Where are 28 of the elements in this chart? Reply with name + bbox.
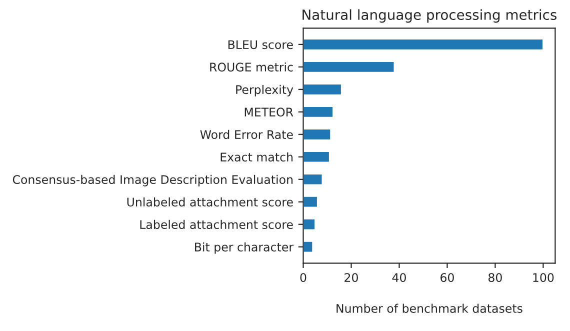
bar	[303, 173, 324, 186]
x-tick-label: 0	[300, 273, 306, 282]
bar	[303, 128, 332, 141]
bar	[303, 218, 316, 231]
y-tick-label: Word Error Rate	[200, 130, 293, 140]
x-tick-label: 100	[533, 273, 554, 282]
bar	[303, 240, 314, 254]
y-tick-label: ROUGE metric	[210, 62, 293, 72]
x-axis-title: Number of benchmark datasets	[336, 304, 522, 313]
x-tick-label: 20	[344, 273, 358, 282]
y-tick-label: Exact match	[220, 152, 293, 162]
chart-title: Natural language processing metrics	[302, 9, 557, 23]
y-tick-label: Labeled attachment score	[140, 220, 293, 230]
bar	[303, 83, 342, 96]
y-tick-label: Consensus-based Image Description Evaluation	[12, 174, 293, 186]
y-tick-label: METEOR	[244, 108, 294, 117]
y-tick-label: BLEU score	[228, 40, 293, 50]
y-tick-label: Unlabeled attachment score	[127, 197, 293, 207]
y-tick-label: Bit per character	[195, 242, 294, 254]
y-tick-label: Perplexity	[236, 84, 294, 96]
x-tick-label: 60	[440, 273, 454, 282]
bar	[303, 60, 396, 74]
bar	[303, 106, 334, 118]
bar	[303, 38, 544, 51]
bar	[303, 150, 330, 164]
x-tick-label: 80	[488, 273, 502, 282]
x-tick-label: 40	[392, 273, 406, 282]
bar	[303, 196, 318, 208]
